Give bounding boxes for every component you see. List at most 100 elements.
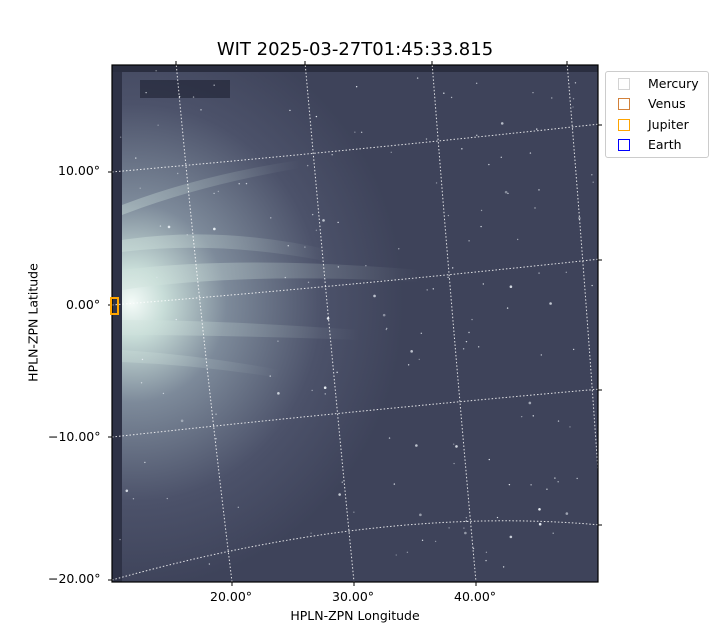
- star: [455, 445, 458, 448]
- star: [591, 174, 593, 176]
- star: [162, 392, 165, 395]
- star: [540, 354, 543, 356]
- star: [476, 134, 478, 137]
- star: [393, 483, 396, 485]
- star: [217, 190, 220, 193]
- star: [509, 535, 513, 539]
- star: [471, 318, 473, 321]
- star: [569, 426, 571, 428]
- star: [132, 498, 135, 500]
- star: [284, 276, 287, 279]
- star: [509, 285, 513, 289]
- star: [463, 527, 465, 529]
- star: [538, 507, 541, 511]
- star: [186, 234, 188, 236]
- star: [315, 229, 318, 232]
- star: [119, 136, 122, 138]
- star: [406, 551, 409, 554]
- star: [245, 182, 248, 185]
- star: [508, 483, 511, 486]
- star: [395, 554, 397, 556]
- star: [119, 538, 121, 541]
- image-top-edge: [112, 65, 598, 72]
- star: [365, 265, 367, 267]
- star: [215, 437, 218, 440]
- star: [488, 163, 490, 166]
- star: [277, 392, 280, 395]
- star: [565, 271, 567, 274]
- star: [528, 401, 532, 405]
- star: [435, 182, 438, 184]
- star: [462, 348, 465, 350]
- star: [465, 520, 467, 522]
- star: [213, 227, 216, 231]
- ticks: [108, 61, 602, 586]
- star: [496, 516, 499, 519]
- star: [480, 225, 482, 228]
- star: [447, 214, 450, 217]
- legend-label: Venus: [648, 96, 686, 111]
- star: [572, 98, 575, 100]
- star: [485, 559, 487, 562]
- star: [139, 187, 141, 189]
- legend-label: Mercury: [648, 76, 699, 91]
- star: [307, 281, 310, 284]
- star: [237, 506, 240, 509]
- star: [177, 172, 179, 175]
- y-tick-label: −20.00°: [48, 571, 101, 586]
- image-edge: [112, 65, 122, 582]
- star: [475, 82, 478, 84]
- star: [315, 115, 318, 118]
- star: [565, 512, 569, 515]
- star: [390, 151, 392, 154]
- star: [145, 91, 147, 94]
- star: [452, 443, 455, 445]
- dark-patch: [140, 80, 230, 98]
- star: [337, 221, 339, 224]
- star: [125, 489, 129, 493]
- star: [448, 527, 450, 529]
- star: [155, 70, 157, 72]
- star: [504, 190, 508, 194]
- x-axis-label: HPLN-ZPN Longitude: [290, 608, 420, 623]
- star: [480, 209, 483, 212]
- star: [337, 266, 340, 268]
- star: [451, 267, 454, 269]
- x-tick-label: 20.00°: [210, 589, 253, 604]
- star: [532, 415, 534, 417]
- star: [534, 207, 536, 209]
- star: [277, 340, 279, 342]
- star: [532, 91, 534, 94]
- star: [353, 511, 355, 513]
- star: [388, 437, 391, 439]
- star: [407, 364, 410, 366]
- star: [238, 183, 240, 185]
- star: [213, 84, 215, 86]
- star: [485, 551, 488, 554]
- star: [507, 192, 509, 195]
- legend-swatch: [618, 119, 630, 131]
- star: [551, 97, 553, 99]
- star: [443, 92, 445, 94]
- star: [477, 346, 480, 348]
- star: [536, 128, 538, 130]
- star: [538, 272, 540, 274]
- star: [465, 517, 468, 519]
- star: [373, 294, 376, 298]
- star: [530, 484, 532, 486]
- star: [592, 181, 594, 183]
- grid-lon-30: [304, 61, 355, 583]
- star: [538, 189, 540, 191]
- star: [140, 382, 143, 384]
- star: [549, 302, 552, 305]
- star: [502, 566, 505, 568]
- star: [461, 148, 463, 150]
- y-tick-label: 10.00°: [58, 163, 101, 178]
- y-tick-label: 0.00°: [66, 297, 101, 312]
- star: [557, 481, 559, 483]
- star: [382, 313, 386, 317]
- star: [432, 288, 434, 290]
- star: [322, 219, 325, 222]
- star: [310, 532, 312, 534]
- star: [500, 122, 504, 125]
